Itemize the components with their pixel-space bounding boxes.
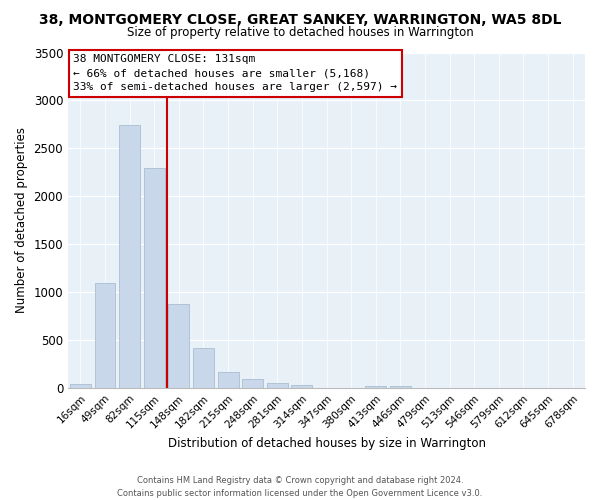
Bar: [95, 283, 115, 389]
Text: 38, MONTGOMERY CLOSE, GREAT SANKEY, WARRINGTON, WA5 8DL: 38, MONTGOMERY CLOSE, GREAT SANKEY, WARR…: [39, 12, 561, 26]
Text: Contains HM Land Registry data © Crown copyright and database right 2024.
Contai: Contains HM Land Registry data © Crown c…: [118, 476, 482, 498]
Bar: [267, 382, 288, 388]
Bar: [169, 304, 189, 388]
Y-axis label: Number of detached properties: Number of detached properties: [15, 128, 28, 314]
Bar: [365, 386, 386, 388]
Bar: [242, 379, 263, 388]
Bar: [390, 386, 411, 388]
X-axis label: Distribution of detached houses by size in Warrington: Distribution of detached houses by size …: [167, 437, 485, 450]
Text: Size of property relative to detached houses in Warrington: Size of property relative to detached ho…: [127, 26, 473, 39]
Bar: [119, 126, 140, 388]
Bar: [70, 384, 91, 388]
Bar: [218, 372, 239, 388]
Text: 38 MONTGOMERY CLOSE: 131sqm
← 66% of detached houses are smaller (5,168)
33% of : 38 MONTGOMERY CLOSE: 131sqm ← 66% of det…: [73, 54, 397, 92]
Bar: [144, 168, 164, 388]
Bar: [292, 386, 313, 388]
Bar: [193, 348, 214, 389]
